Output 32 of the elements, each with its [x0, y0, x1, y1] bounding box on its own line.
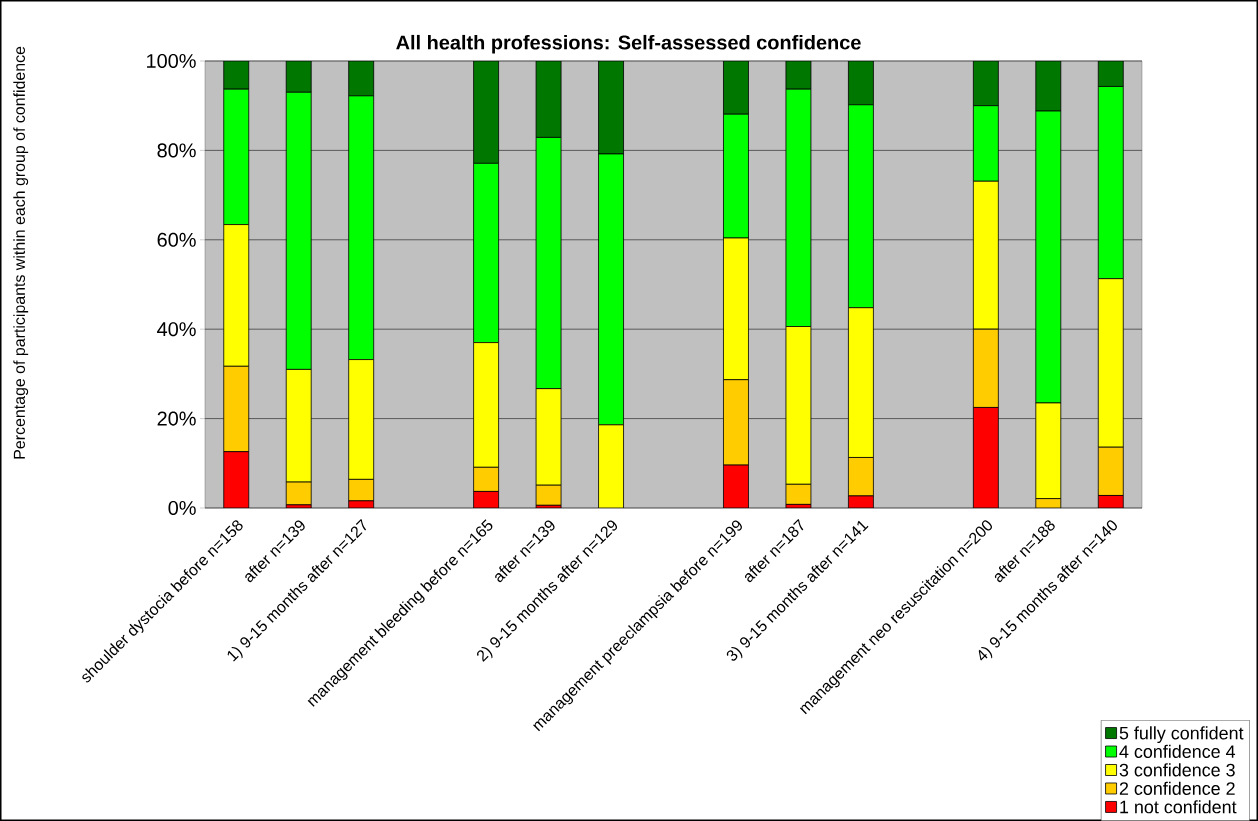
- y-axis-title: Percentage of participants within each group of confidence: [13, 46, 29, 459]
- legend-label: 2 confidence 2: [1119, 781, 1235, 795]
- y-tick-label: 40%: [157, 322, 196, 337]
- bar: [1097, 446, 1124, 496]
- legend-label: 1 not confident: [1120, 800, 1237, 814]
- bar: [223, 365, 250, 453]
- bar: [598, 424, 624, 508]
- bar: [473, 342, 500, 468]
- bar: [723, 237, 749, 381]
- bar: [348, 359, 375, 480]
- bar: [723, 379, 749, 466]
- legend-label: 5 fully confident: [1119, 726, 1244, 744]
- bar: [972, 180, 999, 330]
- bar: [285, 369, 312, 483]
- bar: [348, 478, 375, 502]
- bar: [1035, 402, 1062, 499]
- y-tick-label: 100%: [147, 53, 196, 69]
- bar: [1097, 278, 1124, 448]
- bar: [223, 224, 250, 367]
- bar: [848, 307, 874, 458]
- y-tick-label: 80%: [157, 143, 196, 158]
- legend-label: 4 confidence 4: [1119, 744, 1236, 758]
- bar: [972, 328, 999, 408]
- bar: [785, 326, 812, 485]
- chart-title: All health professions: Self-assessed confidence: [396, 34, 861, 54]
- bar: [848, 457, 874, 497]
- bar: [473, 466, 500, 492]
- y-tick-label: 20%: [157, 411, 196, 426]
- legend-label: 3 confidence 3: [1119, 763, 1235, 777]
- y-tick-label: 0%: [168, 500, 196, 516]
- y-tick-label: 60%: [157, 232, 196, 247]
- bar: [535, 388, 562, 486]
